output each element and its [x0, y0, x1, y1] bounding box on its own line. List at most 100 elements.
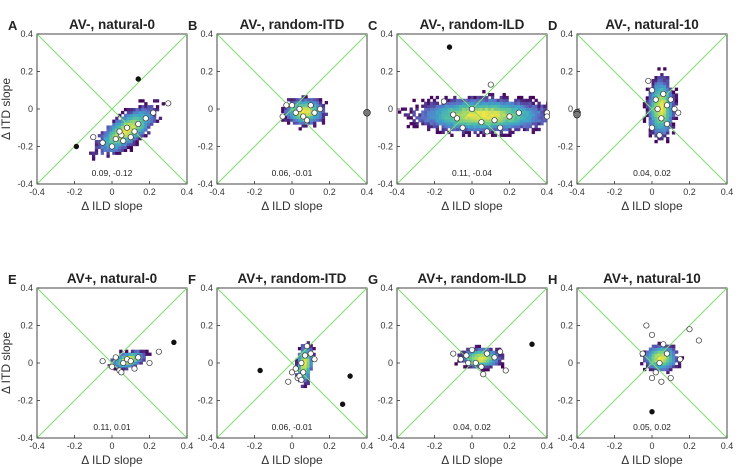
panel-letter: C: [368, 18, 378, 33]
density-cell: [470, 119, 474, 123]
density-cell: [495, 347, 499, 352]
density-cell: [514, 107, 518, 111]
density-cell: [106, 125, 110, 129]
density-cell: [666, 367, 670, 372]
x-tick-label: -0.4: [569, 187, 585, 197]
y-tick-label: 0.4: [20, 29, 33, 39]
open-data-point: [502, 367, 509, 374]
density-cell: [474, 353, 479, 357]
density-cell: [464, 110, 469, 114]
density-cell: [660, 353, 664, 357]
density-cell: [441, 110, 445, 114]
panel-letter: D: [548, 18, 557, 33]
density-cell: [97, 134, 102, 138]
density-cell: [669, 356, 673, 360]
x-tick-label: 0: [469, 441, 474, 451]
density-cell: [286, 106, 291, 111]
density-cell: [466, 350, 470, 354]
density-cell: [514, 127, 518, 132]
density-cell: [473, 127, 477, 132]
density-cell: [152, 116, 157, 120]
panel-title: AV+, random-ILD: [418, 271, 527, 286]
density-cell: [318, 112, 323, 116]
open-data-point: [658, 378, 665, 385]
density-cell: [135, 113, 139, 118]
density-cell: [657, 90, 661, 94]
density-cell: [119, 364, 123, 368]
density-cell: [674, 99, 679, 103]
density-cell: [531, 107, 535, 111]
density-cell: [316, 112, 320, 116]
density-cell: [645, 362, 650, 366]
density-cell: [286, 121, 291, 125]
density-cell: [482, 130, 486, 135]
density-cell: [141, 128, 145, 132]
density-cell: [438, 119, 442, 123]
density-cell: [313, 121, 317, 125]
density-cell: [142, 349, 146, 353]
density-cell: [522, 119, 527, 123]
density-cell: [490, 113, 495, 117]
density-cell: [135, 125, 139, 129]
density-cell: [453, 98, 457, 103]
density-cell: [657, 125, 661, 129]
density-cell: [116, 358, 120, 362]
density-cell: [666, 93, 670, 97]
density-cell: [663, 76, 667, 80]
density-cell: [663, 99, 667, 103]
density-cell: [141, 119, 145, 123]
density-cell: [488, 119, 492, 123]
open-data-point: [292, 109, 299, 116]
density-cell: [671, 93, 676, 97]
density-cell: [444, 122, 448, 126]
density-cell: [651, 78, 655, 83]
density-cell: [447, 113, 451, 117]
y-tick-label: -0.2: [557, 142, 573, 152]
density-cell: [467, 127, 471, 132]
density-cell: [400, 107, 405, 111]
density-cell: [479, 113, 483, 117]
density-cell: [289, 98, 294, 102]
panel-G: -0.4-0.4 -0.2 -0.2 0 0 0.2 0.2 0.4 0.4 0.04, 0.02…: [368, 271, 553, 467]
density-cell: [651, 356, 656, 360]
density-cell: [109, 139, 113, 144]
density-cell: [435, 113, 440, 117]
filled-data-point: [446, 44, 453, 50]
density-cell: [514, 110, 518, 114]
y-tick-label: 0: [208, 104, 213, 114]
density-cell: [155, 99, 160, 103]
open-data-point: [142, 115, 149, 122]
density-cell: [657, 356, 661, 360]
density-cell: [666, 78, 670, 83]
density-cell: [94, 148, 99, 152]
density-cell: [488, 127, 492, 132]
density-cell: [485, 95, 489, 100]
density-cell: [139, 361, 143, 365]
density-cell: [500, 353, 505, 357]
density-cell: [97, 145, 102, 150]
density-cell: [477, 344, 482, 349]
density-cell: [663, 81, 667, 86]
density-cell: [89, 151, 93, 155]
density-cell: [522, 98, 527, 103]
density-cell: [450, 104, 454, 108]
y-tick-label: 0.2: [20, 67, 33, 77]
density-cell: [654, 81, 658, 86]
density-cell: [476, 107, 480, 111]
density-cell: [492, 350, 496, 354]
density-cell: [450, 107, 454, 111]
density-cell: [489, 347, 493, 352]
density-cell: [152, 107, 157, 112]
density-cell: [309, 358, 313, 362]
antidiagonal-line: [577, 288, 727, 438]
density-cell: [447, 107, 451, 111]
density-cell: [152, 119, 157, 123]
density-cell: [651, 350, 656, 354]
open-data-point: [303, 117, 311, 124]
antidiagonal-line: [577, 34, 727, 184]
density-cell: [480, 347, 484, 352]
density-cell: [284, 118, 288, 122]
filled-data-point: [529, 341, 535, 347]
density-cell: [318, 103, 323, 108]
density-cell: [129, 110, 134, 115]
